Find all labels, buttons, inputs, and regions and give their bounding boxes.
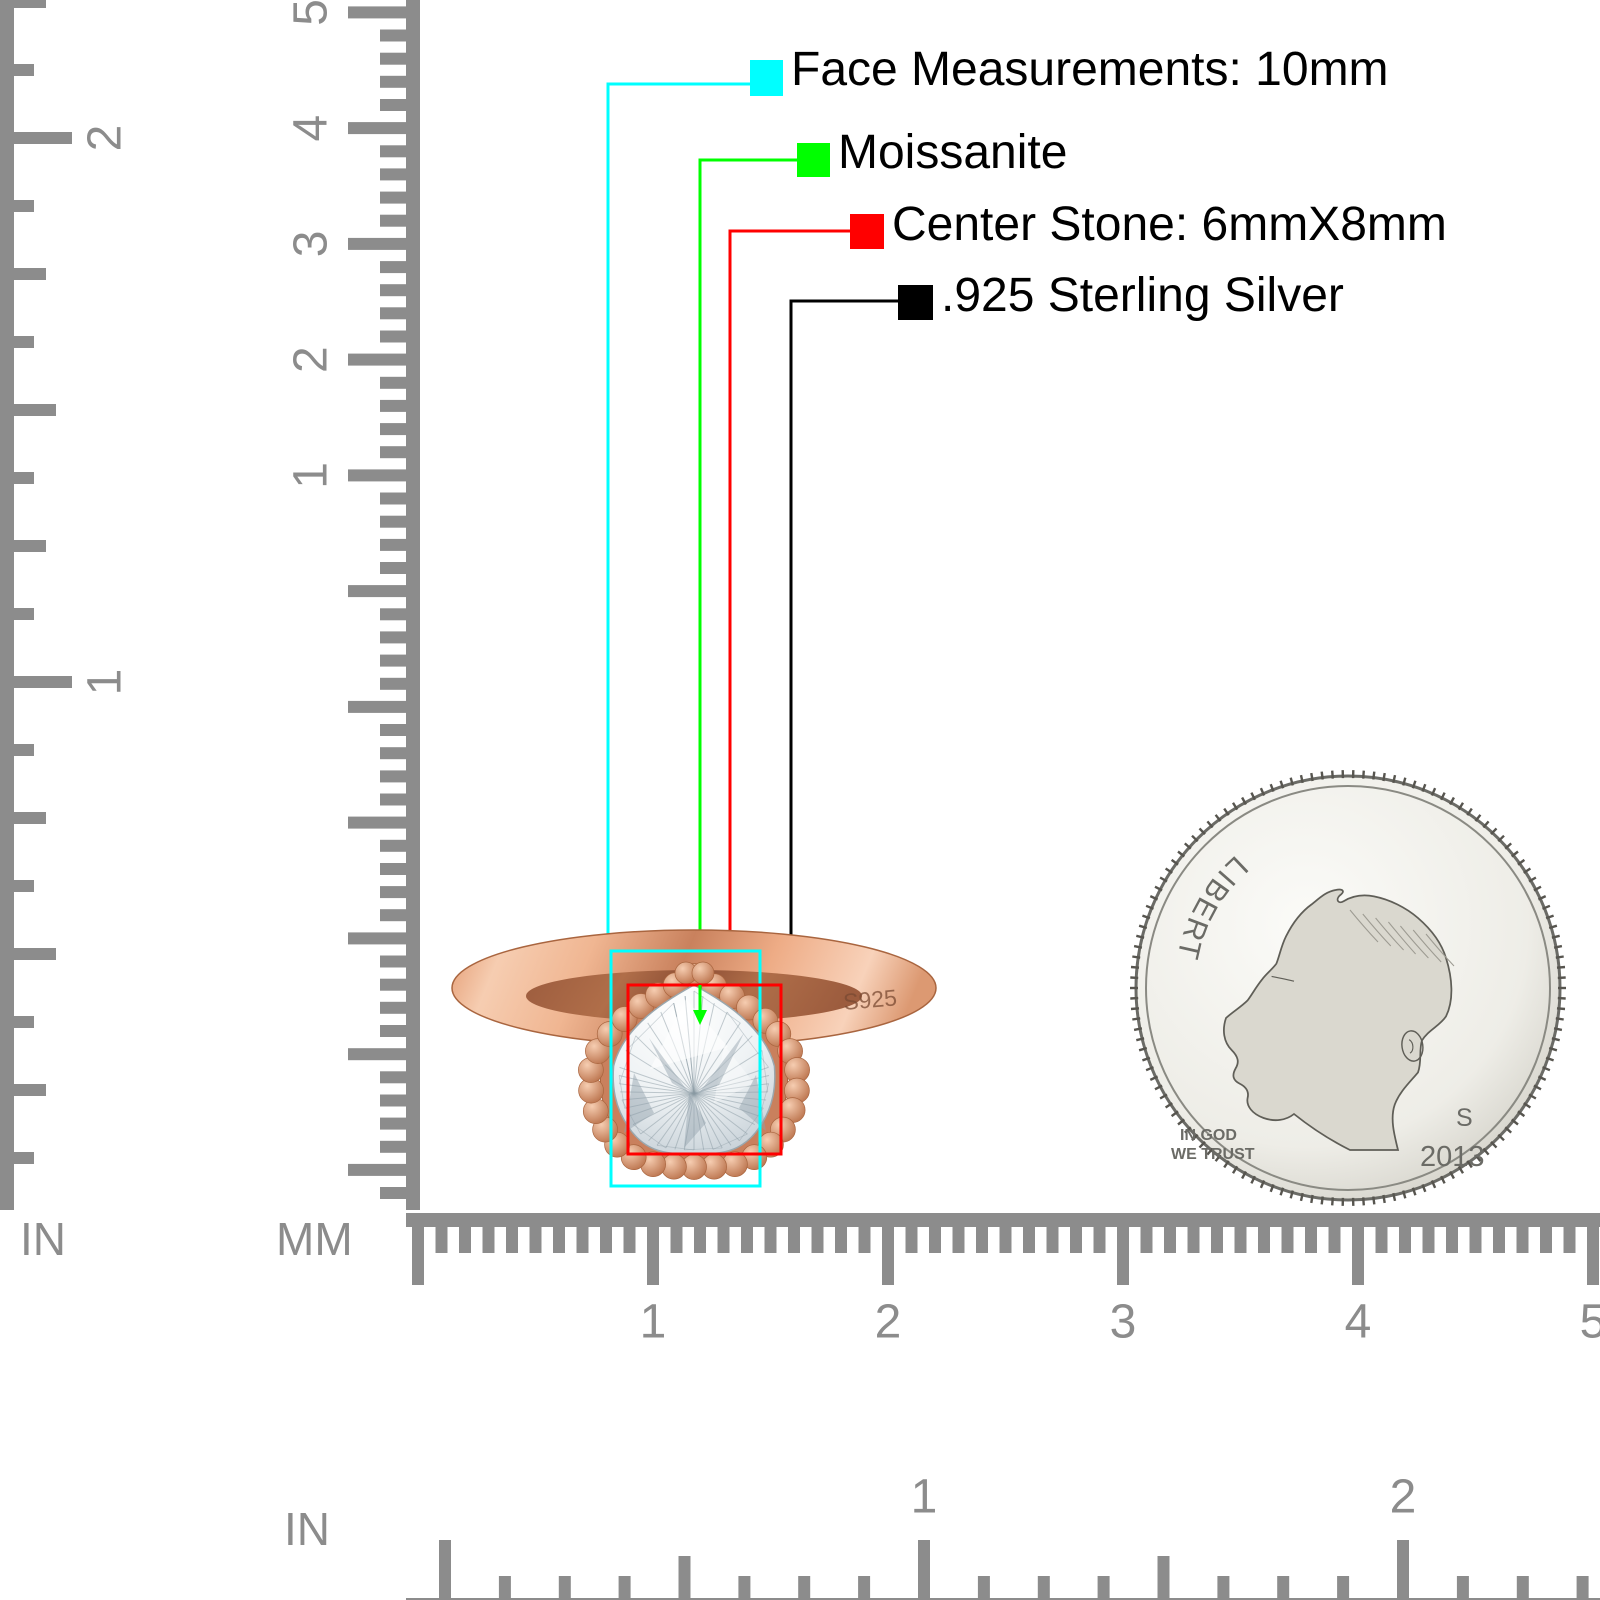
svg-text:IN: IN	[20, 1213, 66, 1265]
svg-text:2: 2	[285, 346, 338, 373]
svg-text:1: 1	[911, 1471, 938, 1524]
svg-text:IN: IN	[284, 1503, 330, 1555]
svg-text:S925: S925	[842, 984, 898, 1015]
svg-text:4: 4	[285, 115, 338, 142]
svg-text:Face Measurements: 10mm: Face Measurements: 10mm	[791, 43, 1389, 96]
svg-text:WE TRUST: WE TRUST	[1171, 1146, 1255, 1163]
svg-text:2013: 2013	[1420, 1141, 1485, 1173]
svg-text:2: 2	[875, 1296, 902, 1349]
svg-text:4: 4	[1345, 1296, 1372, 1349]
svg-text:5: 5	[285, 0, 338, 26]
svg-text:1: 1	[285, 462, 338, 489]
svg-text:2: 2	[1390, 1471, 1417, 1524]
svg-text:3: 3	[285, 231, 338, 258]
svg-text:.925 Sterling Silver: .925 Sterling Silver	[941, 269, 1344, 322]
svg-text:1: 1	[640, 1296, 667, 1349]
svg-text:S: S	[1456, 1104, 1473, 1132]
svg-text:Center Stone: 6mmX8mm: Center Stone: 6mmX8mm	[892, 198, 1447, 251]
svg-text:MM: MM	[276, 1213, 353, 1265]
svg-text:5: 5	[1580, 1296, 1600, 1349]
svg-text:IN GOD: IN GOD	[1180, 1127, 1237, 1144]
svg-text:2: 2	[79, 125, 132, 152]
svg-text:3: 3	[1110, 1296, 1137, 1349]
svg-text:1: 1	[79, 669, 132, 696]
svg-text:Moissanite: Moissanite	[838, 126, 1067, 179]
